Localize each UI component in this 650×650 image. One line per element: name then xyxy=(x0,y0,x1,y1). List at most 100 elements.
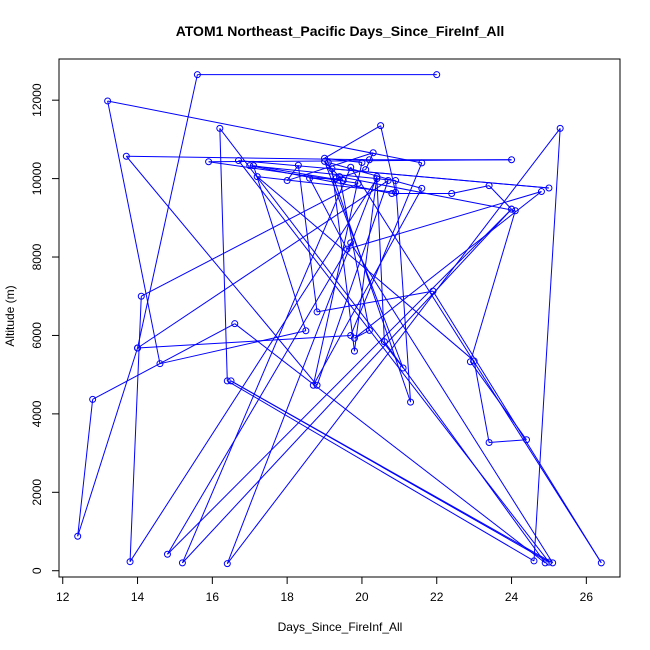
series-line-segment xyxy=(339,176,516,212)
data-point xyxy=(597,559,605,567)
x-tick-label: 14 xyxy=(131,590,145,604)
data-point xyxy=(283,177,291,185)
series-line-segment xyxy=(395,180,412,403)
data-point xyxy=(508,156,516,164)
series-line-segment xyxy=(107,100,422,164)
data-point xyxy=(545,184,553,192)
data-point xyxy=(302,327,310,335)
series-line-segment xyxy=(181,167,352,564)
series-line-segment xyxy=(92,323,236,400)
y-tick-label: 0 xyxy=(30,567,44,574)
series-line-segment xyxy=(489,439,527,443)
data-point xyxy=(122,152,130,160)
x-tick-label: 26 xyxy=(580,590,594,604)
data-point xyxy=(380,338,388,346)
data-point xyxy=(384,177,392,185)
data-point xyxy=(556,124,564,132)
data-point xyxy=(339,177,347,185)
x-tick-label: 18 xyxy=(280,590,294,604)
data-point xyxy=(530,557,538,565)
series-line-segment xyxy=(137,334,351,349)
data-point xyxy=(313,308,321,316)
data-point xyxy=(223,377,231,385)
series-line-segment xyxy=(331,168,355,352)
data-point xyxy=(178,559,186,567)
data-point xyxy=(549,559,557,567)
series-line-segment xyxy=(238,160,549,189)
data-point xyxy=(365,326,373,334)
data-point xyxy=(306,174,314,182)
x-tick-label: 20 xyxy=(355,590,369,604)
data-point xyxy=(336,173,343,181)
data-point xyxy=(541,559,549,567)
y-tick-label: 12000 xyxy=(30,83,44,117)
data-point xyxy=(350,334,358,342)
series-line-segment xyxy=(309,177,348,250)
data-point xyxy=(485,439,493,447)
data-point xyxy=(537,188,545,196)
series-line-segment xyxy=(129,296,142,562)
series-line-segment xyxy=(141,182,359,297)
y-tick-label: 6000 xyxy=(30,322,44,349)
data-point xyxy=(354,179,362,187)
data-point xyxy=(324,159,332,167)
data-point xyxy=(328,165,336,173)
data-point xyxy=(392,177,400,185)
data-point xyxy=(373,173,381,181)
data-point xyxy=(227,377,235,385)
data-point xyxy=(253,173,261,181)
series-line-segment xyxy=(316,180,389,386)
series-line-segment xyxy=(350,242,554,564)
series-line-segment xyxy=(432,290,602,564)
data-point xyxy=(523,436,530,444)
series-line-segment xyxy=(346,191,542,250)
x-axis-ticks: 12 14 16 18 20 22 24 26 xyxy=(56,577,593,604)
series-line-segment xyxy=(324,125,381,159)
data-point xyxy=(407,398,415,406)
y-tick-label: 4000 xyxy=(30,400,44,427)
data-point xyxy=(309,381,317,389)
data-point xyxy=(74,532,82,540)
series-line-segment xyxy=(335,169,366,180)
series-line-segment xyxy=(159,330,306,365)
data-point xyxy=(508,205,516,213)
series-line-segment xyxy=(533,128,561,561)
series-line-segment xyxy=(234,323,546,564)
data-point xyxy=(388,189,396,197)
data-point xyxy=(294,161,302,169)
series-line-segment xyxy=(297,165,318,312)
series-line-segment xyxy=(257,176,396,193)
data-point xyxy=(313,381,321,389)
y-tick-label: 8000 xyxy=(30,243,44,270)
series-line-segment xyxy=(77,399,94,537)
series-line-segment xyxy=(312,162,363,386)
series-line-segment xyxy=(219,128,228,381)
series-line-segment xyxy=(339,176,370,331)
series-line-segment xyxy=(249,165,396,182)
series-line-segment xyxy=(137,180,389,349)
chart-title: ATOM1 Northeast_Pacific Days_Since_FireI… xyxy=(176,23,505,39)
series-line-segment xyxy=(167,242,352,555)
data-point xyxy=(163,550,171,558)
data-point xyxy=(321,154,329,162)
series-line-segment xyxy=(77,347,139,537)
data-point xyxy=(429,287,437,295)
series-line-segment xyxy=(107,100,161,364)
plot-frame xyxy=(58,58,621,578)
data-point xyxy=(362,166,370,174)
series-line-segment xyxy=(469,210,516,362)
x-axis-label: Days_Since_FireInf_All xyxy=(278,620,403,634)
series-line-segment xyxy=(238,160,550,563)
series-line-segment xyxy=(488,185,512,210)
data-point xyxy=(137,292,145,300)
series-line-segment xyxy=(129,178,378,562)
series-line-segment xyxy=(316,290,434,313)
data-point xyxy=(418,159,426,167)
data-point xyxy=(343,245,351,253)
data-point xyxy=(358,159,366,167)
data-point xyxy=(470,357,478,365)
series-line-segment xyxy=(230,380,553,564)
data-point xyxy=(347,163,355,171)
